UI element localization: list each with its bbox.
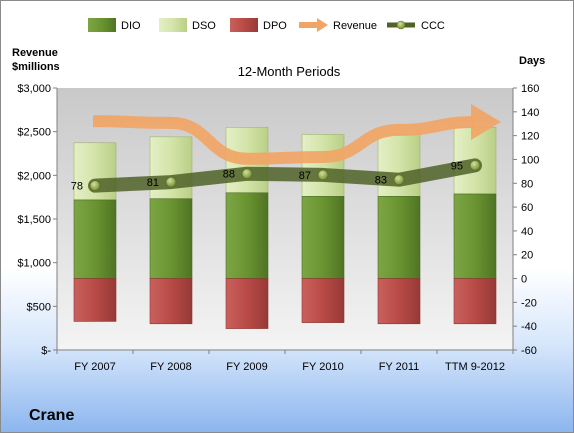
legend-dso-swatch [159,18,187,32]
right-tick-label: 100 [521,154,539,166]
bar-dio-ttm-9-2012 [453,193,497,279]
ccc-data-label-ttm-9-2012: 95 [451,160,463,172]
left-tick-label: $- [41,345,51,357]
ccc-data-label-fy-2010: 87 [299,170,311,182]
revenue-arrowhead [471,104,501,141]
ccc-data-label-fy-2011: 83 [375,175,387,187]
right-tick-label: 60 [521,202,533,214]
legend-dio-swatch [88,18,116,32]
bar-dpo-fy-2007 [73,278,117,322]
bar-dpo-ttm-9-2012 [453,278,497,325]
bar-dpo-fy-2011 [377,278,421,325]
x-tick-label-fy-2010: FY 2010 [302,361,343,373]
right-tick-label: 140 [521,107,539,119]
revenue-line [92,115,476,165]
right-axis-label: Days [519,55,545,67]
x-tick-label-fy-2009: FY 2009 [226,361,267,373]
right-tick-label: 120 [521,131,539,143]
x-tick-label-ttm-9-2012: TTM 9-2012 [445,361,505,373]
ccc-data-label-fy-2007: 78 [71,181,83,193]
left-tick-label: $1,500 [17,214,51,226]
bar-dio-fy-2009 [225,192,269,279]
x-tick-label-fy-2007: FY 2007 [74,361,115,373]
bar-dio-fy-2011 [377,196,421,279]
left-tick-label: $2,500 [17,127,51,139]
bar-dio-fy-2008 [149,198,193,279]
right-tick-label: 80 [521,178,533,190]
legend-ccc-marker-icon [396,20,406,30]
left-tick-label: $3,000 [17,83,51,95]
right-tick-label: -60 [521,345,537,357]
x-tick-label-fy-2011: FY 2011 [379,361,420,373]
ccc-marker-ttm-9-2012 [469,160,481,171]
left-tick-label: $2,000 [17,170,51,182]
ccc-marker-fy-2011 [393,174,405,186]
right-tick-label: -40 [521,321,537,333]
ccc-data-label-fy-2008: 81 [147,177,159,189]
left-axis-label-line1: Revenue [12,47,58,59]
company-name: Crane [29,407,74,424]
ccc-data-label-fy-2009: 88 [223,169,235,181]
legend-revenue-arrow-icon [317,18,328,32]
right-tick-label: -20 [521,297,537,309]
bar-dso-fy-2011 [377,134,421,197]
bar-dso-fy-2010 [301,134,345,197]
legend-dso-label: DSO [192,20,216,32]
legend-ccc-label: CCC [421,20,445,32]
bar-dio-fy-2007 [73,199,117,279]
left-tick-label: $1,000 [17,258,51,270]
legend-dpo-label: DPO [263,20,287,32]
ccc-line [88,158,482,193]
ccc-marker-fy-2010 [317,169,329,181]
right-tick-label: 160 [521,83,539,95]
bar-dpo-fy-2008 [149,278,193,325]
x-tick-label-fy-2008: FY 2008 [150,361,191,373]
right-tick-label: 0 [521,274,527,286]
left-axis-label-line2: $millions [12,61,60,73]
right-tick-label: 40 [521,226,533,238]
left-tick-label: $500 [27,301,51,313]
ccc-marker-fy-2007 [89,180,101,192]
ccc-marker-fy-2008 [165,176,177,188]
legend-dpo-swatch [230,18,258,32]
ccc-marker-fy-2009 [241,168,253,180]
legend-dio-label: DIO [121,20,141,32]
right-tick-label: 20 [521,250,533,262]
bar-dpo-fy-2010 [301,278,345,323]
legend: DIO DSO DPO Revenue CCC [88,18,445,32]
bar-dio-fy-2010 [301,196,345,279]
chart-title: 12-Month Periods [238,64,341,79]
bar-dpo-fy-2009 [225,278,269,329]
legend-revenue-label: Revenue [333,20,377,32]
